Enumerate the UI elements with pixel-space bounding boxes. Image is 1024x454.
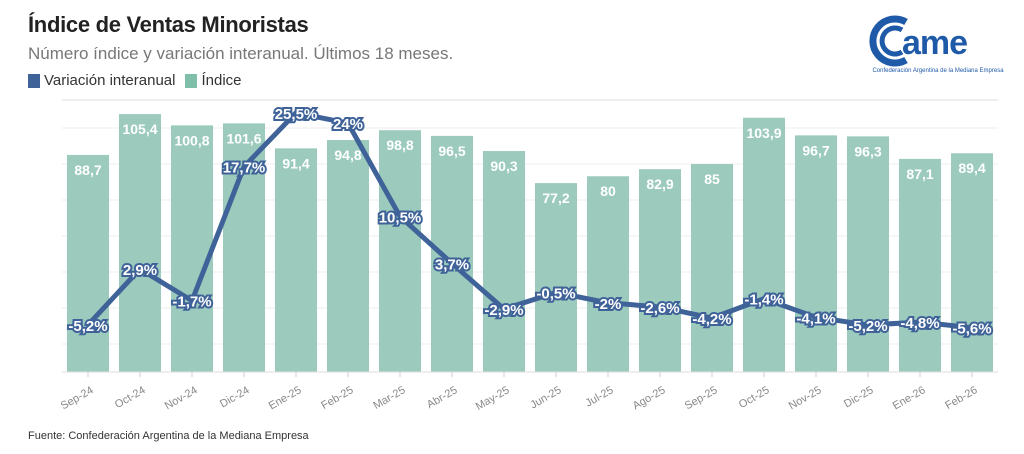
bar [119,114,161,373]
line-label: 3,7% [435,256,469,273]
line-label: 24% [333,116,363,133]
x-tick-label: Ago-25 [631,384,668,412]
x-tick-label: Mar-25 [371,384,407,412]
x-tick-label: Nov-24 [163,384,200,412]
bar-label: 98,8 [386,137,413,153]
bar-label: 77,2 [542,190,569,206]
x-tick-label: Abr-25 [425,384,460,411]
bar-label: 88,7 [74,162,101,178]
legend-label: Índice [201,72,242,89]
bar-label: 96,3 [854,143,881,159]
x-tick-label: Oct-24 [113,384,148,411]
bar-label: 94,8 [334,147,361,163]
bar [639,169,681,372]
bar-label: 91,4 [282,155,309,171]
x-tick-label: Dic-25 [842,384,876,410]
chart-subtitle: Número índice y variación interanual. Úl… [28,44,454,63]
line-label: -2,6% [640,300,679,317]
bar [171,125,213,372]
line-label: 10,5% [379,209,422,226]
bar-label: 96,7 [802,142,829,158]
legend: Variación interanual Índice [28,72,242,89]
bar [743,117,785,372]
x-tick-label: Oct-25 [737,384,772,411]
bar [795,135,837,372]
line-label: -4,1% [796,310,835,327]
x-tick-label: Sep-24 [59,384,96,412]
x-tick-label: Feb-26 [943,384,979,412]
bar-label: 89,4 [958,160,985,176]
chart-title: Índice de Ventas Minoristas [28,12,309,37]
bar-label: 101,6 [226,130,261,146]
bar [379,130,421,372]
line-label: -2,9% [484,302,523,319]
line-label: -5,2% [68,318,107,335]
bar-label: 96,5 [438,143,465,159]
line-label: -4,8% [900,315,939,332]
line-label: 2,9% [123,262,157,279]
bar-label: 85 [704,171,720,187]
bar [327,140,369,372]
line-label: 17,7% [223,160,266,177]
line-label: 25,5% [275,106,318,123]
x-tick-label: Ene-25 [267,384,304,412]
bar [847,136,889,372]
line-label: -2% [595,296,622,313]
x-tick-label: Feb-25 [319,384,355,412]
source-note: Fuente: Confederación Argentina de la Me… [28,430,309,442]
line-label: -0,5% [536,285,575,302]
bar-label: 90,3 [490,158,517,174]
bar [67,154,109,372]
line-label: -1,7% [172,294,211,311]
line-label: -5,2% [848,318,887,335]
x-tick-label: May-25 [474,384,512,413]
legend-swatch-line [28,73,40,88]
came-logo: ame Confederación Argentina de la Median… [858,14,1018,84]
svg-text:ame: ame [902,24,967,62]
x-tick-label: Ene-26 [891,384,928,412]
x-tick-label: Sep-25 [683,384,720,412]
logo-subtitle: Confederación Argentina de la Mediana Em… [872,68,1004,74]
bar [431,135,473,372]
x-tick-label: Jun-25 [528,384,563,411]
variation-line [86,110,973,331]
x-tick-label: Jul-25 [584,384,616,409]
legend-label: Variación interanual [44,72,176,89]
legend-swatch-bar [185,73,198,88]
line-label: -1,4% [744,292,783,309]
bar-label: 105,4 [122,121,157,137]
x-tick-label: Dic-24 [218,384,252,410]
bar [899,158,941,372]
bar [951,153,993,372]
x-tick-label: Nov-25 [787,384,824,412]
bar-label: 80 [600,183,616,199]
bar [691,164,733,372]
bar-label: 100,8 [174,132,209,148]
bar [587,176,629,372]
line-label: -4,2% [692,311,731,328]
legend-item-indice: Índice [185,72,242,89]
bar [535,183,577,372]
bar-label: 82,9 [646,176,673,192]
bar-label: 103,9 [746,125,781,141]
bar-label: 87,1 [906,166,933,182]
legend-item-variacion: Variación interanual [28,72,175,89]
line-label: -5,6% [952,321,991,338]
bar [275,148,317,372]
bar [483,151,525,372]
